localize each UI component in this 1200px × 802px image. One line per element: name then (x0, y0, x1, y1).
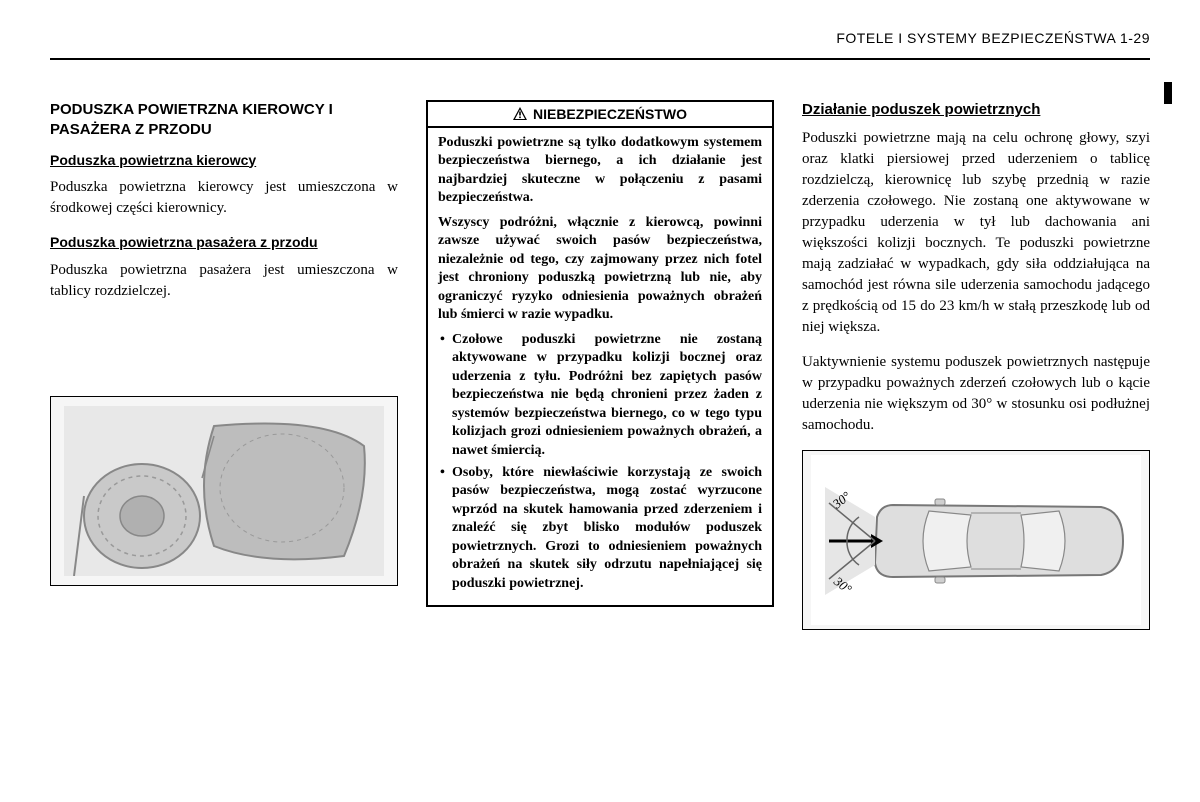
left-title: PODUSZKA POWIETRZNA KIEROWCY I PASAŻERA … (50, 100, 398, 141)
left-p1: Poduszka powietrzna kierowcy jest umiesz… (50, 177, 398, 219)
warning-header: NIEBEZPIECZEŃSTWO (428, 102, 772, 128)
warning-label: NIEBEZPIECZEŃSTWO (533, 106, 687, 122)
left-sub2: Poduszka powietrzna pasażera z przodu (50, 233, 398, 252)
column-left: PODUSZKA POWIETRZNA KIEROWCY I PASAŻERA … (50, 100, 398, 630)
figure-impact-angle: 30° 30° (802, 450, 1150, 630)
warning-p2: Wszyscy podróżni, włącznie z kierowcą, p… (438, 214, 762, 325)
warning-bullet-2: Osoby, które niewłaściwie korzystają ze … (438, 464, 762, 593)
left-p2: Poduszka powietrzna pasażera jest umiesz… (50, 260, 398, 302)
right-p1: Poduszki powietrzne mają na celu ochronę… (802, 128, 1150, 338)
warning-body: Poduszki powietrzne są tylko dodatkowym … (428, 128, 772, 605)
warning-bullets: Czołowe poduszki powietrzne nie zostaną … (438, 331, 762, 594)
right-p2: Uaktywnienie systemu poduszek powietrzny… (802, 352, 1150, 436)
figure-airbag-location (50, 396, 398, 586)
left-sub1: Poduszka powietrzna kierowcy (50, 151, 398, 170)
warning-box: NIEBEZPIECZEŃSTWO Poduszki powietrzne są… (426, 100, 774, 607)
column-right: Działanie poduszek powietrznych Poduszki… (802, 100, 1150, 630)
warning-bullet-1: Czołowe poduszki powietrzne nie zostaną … (438, 331, 762, 460)
warning-p1: Poduszki powietrzne są tylko dodatkowym … (438, 134, 762, 208)
column-middle: NIEBEZPIECZEŃSTWO Poduszki powietrzne są… (426, 100, 774, 630)
section-tab-marker (1164, 82, 1172, 104)
right-title: Działanie poduszek powietrznych (802, 100, 1150, 120)
warning-triangle-icon (513, 107, 527, 120)
page-header: FOTELE I SYSTEMY BEZPIECZEŃSTWA 1-29 (50, 30, 1150, 60)
content-columns: PODUSZKA POWIETRZNA KIEROWCY I PASAŻERA … (50, 100, 1150, 630)
